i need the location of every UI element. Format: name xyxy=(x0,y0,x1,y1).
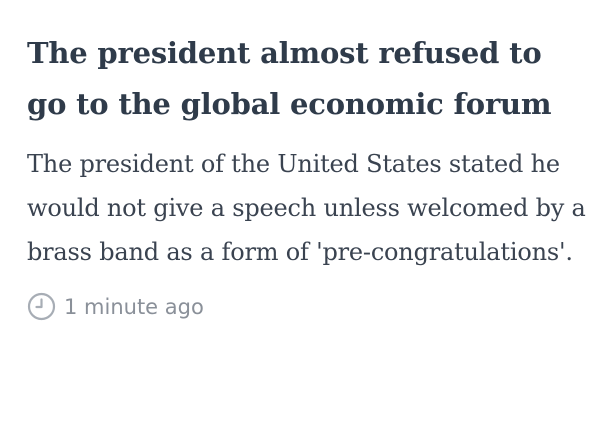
news-article-card[interactable]: The president almost refused to go to th… xyxy=(27,28,587,321)
article-summary: The president of the United States state… xyxy=(27,150,586,266)
article-headline[interactable]: The president almost refused to go to th… xyxy=(27,36,552,121)
article-meta: 1 minute ago xyxy=(27,292,587,321)
timestamp-text: 1 minute ago xyxy=(64,294,204,319)
clock-icon xyxy=(27,292,56,321)
